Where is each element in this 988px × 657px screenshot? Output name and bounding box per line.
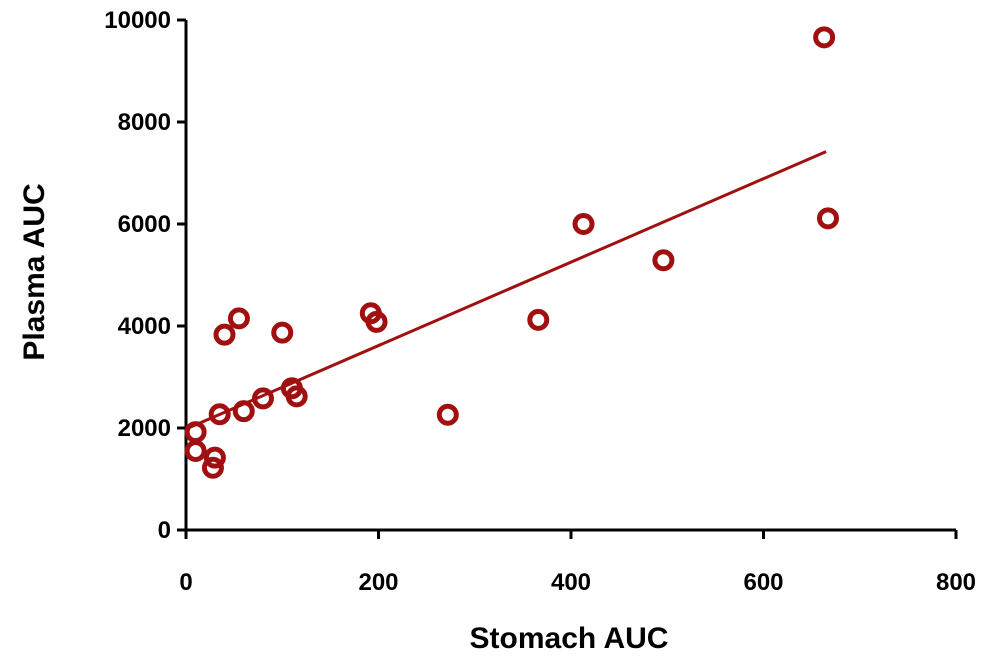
y-tick-label: 6000 bbox=[118, 211, 171, 238]
data-point bbox=[816, 207, 839, 230]
data-point bbox=[271, 321, 294, 344]
x-ticks: 0 200 400 600 800 bbox=[179, 530, 976, 596]
regression-line bbox=[185, 150, 827, 431]
x-tick-label: 600 bbox=[743, 569, 783, 596]
data-point bbox=[213, 323, 236, 346]
data-point bbox=[252, 387, 274, 410]
y-axis-title: Plasma AUC bbox=[18, 183, 51, 360]
data-point bbox=[652, 249, 675, 272]
data-point bbox=[813, 26, 836, 49]
y-tick-label: 2000 bbox=[118, 415, 171, 442]
data-point bbox=[227, 307, 250, 330]
x-tick-label: 0 bbox=[179, 569, 192, 596]
y-tick-label: 4000 bbox=[118, 313, 171, 340]
y-tick-label: 0 bbox=[158, 517, 171, 544]
data-point bbox=[365, 310, 388, 333]
x-tick-label: 200 bbox=[358, 569, 398, 596]
x-axis-title: Stomach AUC bbox=[470, 622, 669, 655]
x-tick-label: 400 bbox=[551, 569, 591, 596]
data-point bbox=[232, 400, 255, 423]
y-ticks: 0 2000 4000 6000 8000 10000 bbox=[104, 7, 186, 544]
x-tick-label: 800 bbox=[936, 569, 976, 596]
y-tick-label: 8000 bbox=[118, 109, 171, 136]
trendline-group bbox=[185, 150, 827, 431]
data-point bbox=[285, 385, 308, 408]
data-points bbox=[184, 26, 839, 479]
data-point bbox=[208, 403, 231, 426]
x-axis: 0 200 400 600 800 bbox=[179, 528, 976, 596]
data-point bbox=[572, 213, 595, 235]
data-point bbox=[201, 456, 224, 479]
data-point bbox=[436, 403, 459, 426]
data-point bbox=[184, 439, 207, 462]
data-point bbox=[527, 308, 550, 331]
y-tick-label: 10000 bbox=[104, 7, 171, 34]
y-axis: 0 2000 4000 6000 8000 10000 bbox=[104, 7, 188, 544]
data-point bbox=[203, 446, 226, 469]
